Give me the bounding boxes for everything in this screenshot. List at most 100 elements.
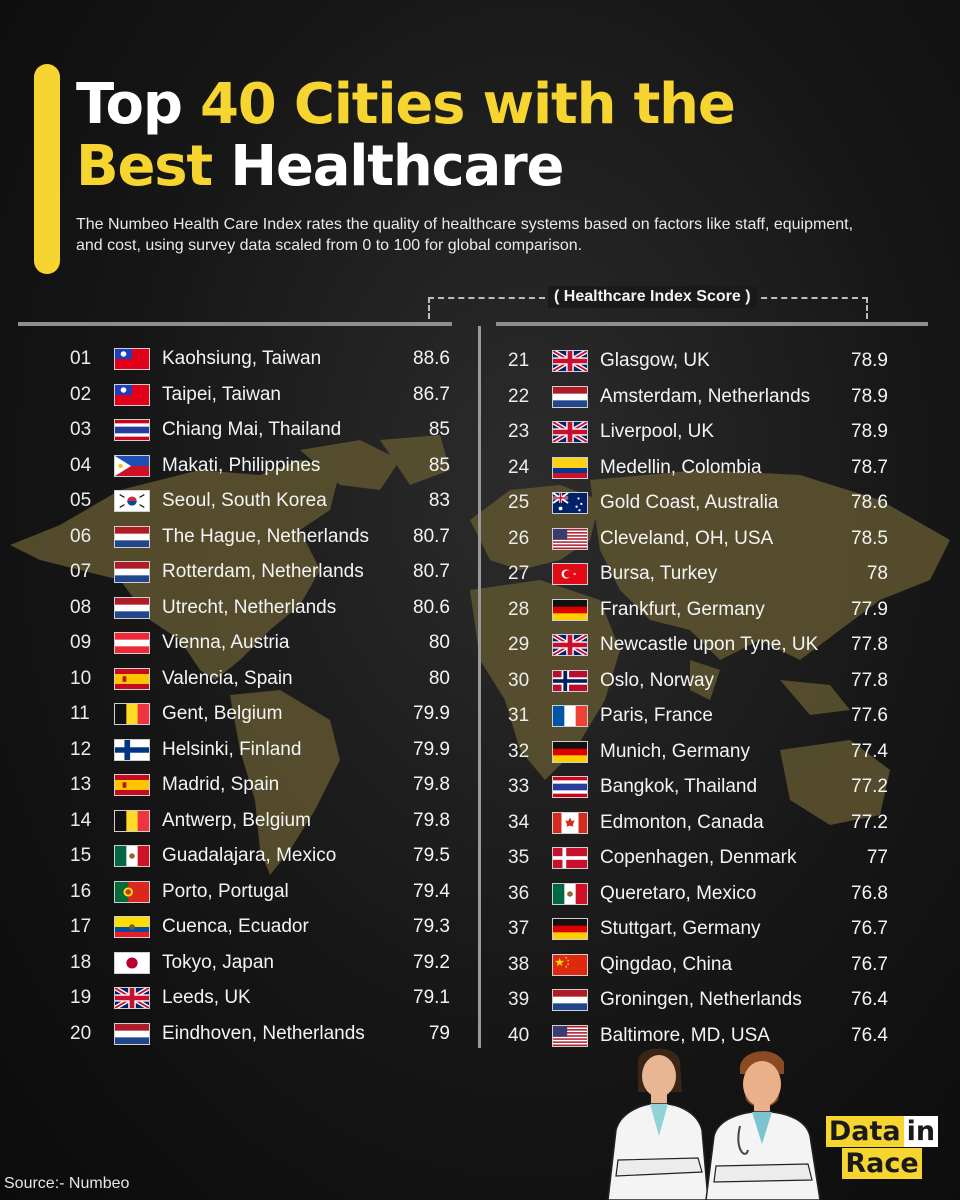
city-name: Stuttgart, Germany (600, 918, 761, 939)
city-name: Kaohsiung, Taiwan (162, 348, 322, 369)
australia-flag-icon (552, 492, 600, 514)
rank-number: 28 (508, 598, 530, 620)
ranking-row: 26 Cleveland, OH, USA 78.5 (508, 524, 888, 554)
rank-number: 40 (508, 1024, 530, 1046)
index-score: 77.9 (851, 598, 888, 620)
ranking-row: 04 Makati, Philippines 85 (70, 451, 450, 481)
ranking-row: 25 Gold Coast, Australia 78.6 (508, 488, 888, 518)
rank-number: 02 (70, 383, 92, 405)
ranking-row: 39 Groningen, Netherlands 76.4 (508, 985, 888, 1015)
city-name: Cleveland, OH, USA (600, 527, 774, 549)
index-score: 79.2 (413, 951, 450, 973)
belgium-flag-icon (114, 703, 162, 725)
left-divider (18, 322, 452, 326)
index-score: 78.5 (851, 527, 888, 549)
mexico-flag-icon (552, 882, 600, 905)
ranking-row: 17 Cuenca, Ecuador 79.3 (70, 912, 450, 942)
rank-number: 35 (508, 847, 530, 868)
rank-number: 05 (70, 490, 92, 511)
index-score: 80.7 (413, 525, 450, 547)
city-name: Utrecht, Netherlands (162, 596, 337, 618)
rank-number: 23 (508, 421, 530, 442)
city-name: Gold Coast, Australia (600, 492, 779, 513)
taiwan-flag-icon (114, 348, 162, 370)
ranking-row: 21 Glasgow, UK 78.9 (508, 346, 888, 376)
ecuador-flag-icon (114, 916, 162, 938)
index-score: 76.4 (851, 989, 888, 1010)
china-flag-icon (552, 953, 600, 976)
city-name: Makati, Philippines (162, 454, 321, 476)
city-name: Qingdao, China (600, 953, 733, 975)
brand-word-race: Race (842, 1148, 922, 1179)
rank-number: 18 (70, 951, 92, 973)
uk-flag-icon (552, 421, 600, 443)
index-score: 79.4 (413, 880, 450, 902)
belgium-flag-icon (114, 809, 162, 832)
ranking-row: 03 Chiang Mai, Thailand 85 (70, 415, 450, 445)
france-flag-icon (552, 705, 600, 727)
ranking-row: 31 Paris, France 77.6 (508, 701, 888, 731)
rank-number: 03 (70, 419, 92, 440)
city-name: Amsterdam, Netherlands (600, 385, 811, 407)
index-score: 79.9 (413, 703, 450, 724)
rank-number: 14 (70, 809, 92, 831)
city-name: Frankfurt, Germany (600, 598, 765, 620)
denmark-flag-icon (552, 847, 600, 869)
ranking-row: 07 Rotterdam, Netherlands 80.7 (70, 557, 450, 587)
usa-flag-icon (552, 527, 600, 550)
index-score: 77.8 (851, 669, 888, 691)
index-score: 78.9 (851, 350, 888, 371)
ranking-row: 08 Utrecht, Netherlands 80.6 (70, 593, 450, 623)
page-title: Top 40 Cities with the Best Healthcare (76, 72, 736, 198)
ranking-row: 36 Queretaro, Mexico 76.8 (508, 879, 888, 909)
index-score: 76.7 (851, 918, 888, 939)
source-note: Source:- Numbeo (4, 1175, 130, 1192)
city-name: Newcastle upon Tyne, UK (600, 634, 819, 655)
index-score: 78.9 (851, 421, 888, 442)
rank-number: 21 (508, 350, 530, 371)
city-name: Glasgow, UK (600, 350, 710, 371)
title-part-1: Top (76, 72, 201, 137)
uk-flag-icon (552, 634, 600, 656)
rank-number: 27 (508, 563, 530, 584)
spain-flag-icon (114, 667, 162, 690)
rank-number: 06 (70, 525, 92, 547)
ranking-row: 15 Guadalajara, Mexico 79.5 (70, 841, 450, 871)
rank-number: 15 (70, 845, 92, 866)
rank-number: 34 (508, 811, 530, 833)
city-name: Bangkok, Thailand (600, 776, 758, 797)
index-score: 79.8 (413, 774, 450, 795)
ranking-row: 29 Newcastle upon Tyne, UK 77.8 (508, 630, 888, 660)
ranking-row: 33 Bangkok, Thailand 77.2 (508, 772, 888, 802)
rank-number: 30 (508, 669, 530, 691)
rank-number: 32 (508, 740, 530, 762)
index-score: 78.6 (851, 492, 888, 513)
city-name: Munich, Germany (600, 740, 750, 762)
uk-flag-icon (114, 987, 162, 1009)
city-name: Baltimore, MD, USA (600, 1024, 770, 1046)
city-name: Antwerp, Belgium (162, 809, 311, 831)
city-name: Valencia, Spain (162, 667, 293, 689)
philippines-flag-icon (114, 454, 162, 477)
norway-flag-icon (552, 669, 600, 692)
brand-word-in: in (903, 1116, 939, 1147)
rank-number: 36 (508, 882, 530, 904)
rank-number: 22 (508, 385, 530, 407)
index-score: 78.7 (851, 456, 888, 478)
city-name: Oslo, Norway (600, 669, 715, 691)
brand-logo: Data in Race (818, 1116, 946, 1188)
score-column-header: ( Healthcare Index Score ) (548, 286, 757, 308)
ranking-row: 16 Porto, Portugal 79.4 (70, 877, 450, 907)
accent-bar (34, 64, 60, 274)
ranking-row: 02 Taipei, Taiwan 86.7 (70, 380, 450, 410)
ranking-row: 10 Valencia, Spain 80 (70, 664, 450, 694)
index-score: 76.7 (851, 953, 888, 975)
germany-flag-icon (552, 598, 600, 621)
japan-flag-icon (114, 951, 162, 974)
usa-flag-icon (552, 1024, 600, 1047)
title-part-2: 40 Cities with the (200, 72, 736, 137)
rank-number: 11 (70, 703, 90, 724)
brand-word-data: Data (825, 1116, 904, 1147)
city-name: Groningen, Netherlands (600, 989, 802, 1010)
